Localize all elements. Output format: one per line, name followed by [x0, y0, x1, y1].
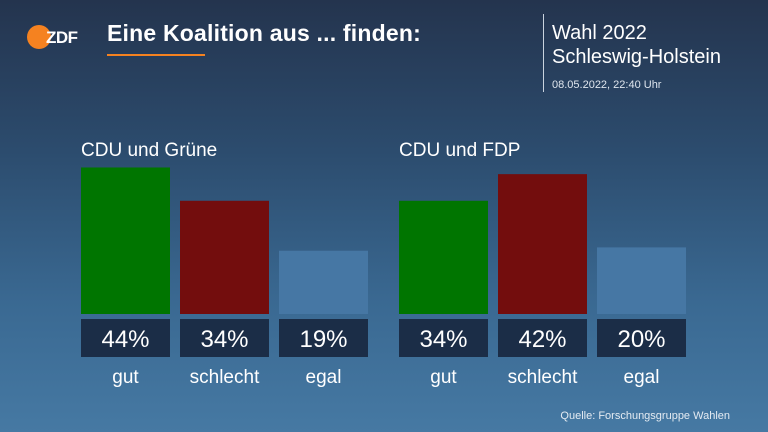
- title-underline: [107, 54, 205, 56]
- page-title: Eine Koalition aus ... finden:: [107, 20, 421, 46]
- category-label: egal: [306, 367, 342, 388]
- value-label-box: [180, 319, 269, 357]
- value-label-box: [279, 319, 368, 357]
- chart-title: CDU und Grüne: [81, 140, 217, 161]
- bar-schlecht: [498, 174, 587, 314]
- bar-egal: [597, 247, 686, 314]
- data-label: 34%: [419, 326, 467, 353]
- timestamp: 08.05.2022, 22:40 Uhr: [552, 79, 662, 91]
- bar-egal: [279, 250, 368, 314]
- category-label: schlecht: [508, 367, 578, 388]
- value-label-box: [498, 319, 587, 357]
- data-label: 44%: [101, 326, 149, 353]
- election-title: Wahl 2022: [552, 22, 647, 44]
- category-label: egal: [624, 367, 660, 388]
- bar-gut: [399, 200, 488, 314]
- zdf-logo: ZDF: [27, 25, 78, 49]
- chart-title: CDU und FDP: [399, 140, 520, 161]
- data-label: 20%: [617, 326, 665, 353]
- data-label: 19%: [299, 326, 347, 353]
- bar-schlecht: [180, 200, 269, 314]
- value-label-box: [81, 319, 170, 357]
- data-label: 34%: [200, 326, 248, 353]
- category-label: schlecht: [190, 367, 260, 388]
- category-label: gut: [430, 367, 457, 388]
- value-label-box: [399, 319, 488, 357]
- data-label: 42%: [518, 326, 566, 353]
- value-label-box: [597, 319, 686, 357]
- bar-gut: [81, 167, 170, 314]
- header-divider: [543, 14, 544, 92]
- category-label: gut: [112, 367, 139, 388]
- svg-text:ZDF: ZDF: [46, 28, 78, 47]
- source-note: Quelle: Forschungsgruppe Wahlen: [560, 410, 730, 422]
- election-region: Schleswig-Holstein: [552, 46, 721, 68]
